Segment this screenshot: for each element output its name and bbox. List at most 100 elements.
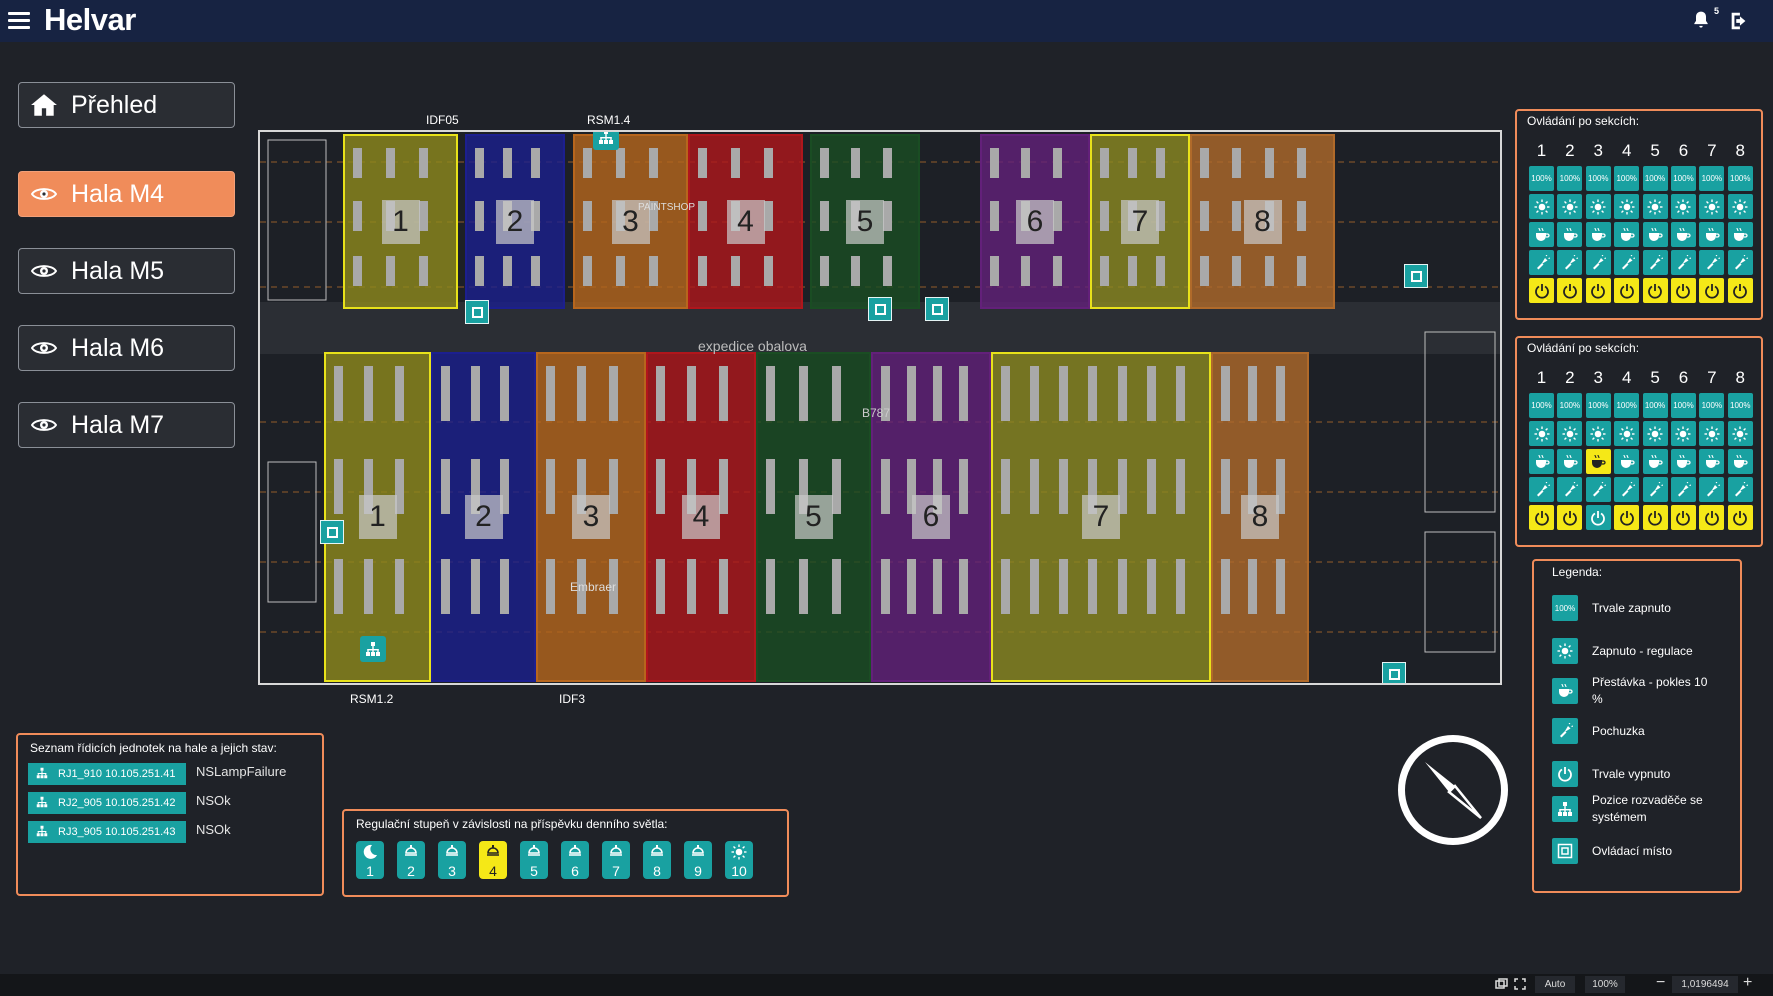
break-button-2[interactable] — [1557, 449, 1583, 474]
daylight-step-4[interactable]: 4 — [479, 841, 507, 879]
on-permanent-button-5[interactable]: 100% — [1642, 166, 1668, 191]
bottom-section-1[interactable]: 1 — [324, 352, 431, 682]
bottom-section-6[interactable]: 6 — [871, 352, 991, 682]
walk-button-8[interactable] — [1727, 477, 1753, 502]
top-section-4[interactable]: 4 — [688, 134, 803, 309]
break-button-4[interactable] — [1614, 222, 1640, 247]
break-button-2[interactable] — [1557, 222, 1583, 247]
regulation-button-6[interactable] — [1670, 194, 1696, 219]
regulation-button-8[interactable] — [1727, 194, 1753, 219]
break-button-8[interactable] — [1727, 222, 1753, 247]
break-button-7[interactable] — [1699, 222, 1725, 247]
walk-button-6[interactable] — [1670, 477, 1696, 502]
walk-button-8[interactable] — [1727, 250, 1753, 275]
hall-button-7[interactable]: Hala M7 — [18, 402, 235, 448]
regulation-button-8[interactable] — [1727, 421, 1753, 446]
notification-bell-icon[interactable]: 5 — [1691, 6, 1719, 32]
break-button-1[interactable] — [1529, 449, 1554, 474]
walk-button-5[interactable] — [1642, 477, 1668, 502]
regulation-button-3[interactable] — [1585, 421, 1611, 446]
top-section-1[interactable]: 1 — [343, 134, 458, 309]
bottom-section-2[interactable]: 2 — [431, 352, 536, 682]
walk-button-4[interactable] — [1614, 250, 1640, 275]
hall-button-5[interactable]: Hala M5 — [18, 248, 235, 294]
off-button-7[interactable] — [1699, 278, 1725, 303]
bottom-section-4[interactable]: 4 — [646, 352, 756, 682]
walk-button-3[interactable] — [1585, 477, 1611, 502]
break-button-6[interactable] — [1670, 449, 1696, 474]
control-point-icon[interactable] — [925, 297, 949, 321]
break-button-7[interactable] — [1699, 449, 1725, 474]
daylight-step-5[interactable]: 5 — [520, 841, 548, 879]
on-permanent-button-7[interactable]: 100% — [1699, 393, 1725, 418]
walk-button-2[interactable] — [1557, 250, 1583, 275]
off-button-3[interactable] — [1585, 505, 1611, 530]
window-icon[interactable] — [1495, 978, 1509, 993]
walk-button-1[interactable] — [1529, 250, 1554, 275]
bottom-section-8[interactable]: 8 — [1211, 352, 1309, 682]
break-button-4[interactable] — [1614, 449, 1640, 474]
off-button-1[interactable] — [1529, 278, 1554, 303]
zoom-level[interactable]: 100% — [1585, 976, 1625, 993]
on-permanent-button-2[interactable]: 100% — [1557, 166, 1583, 191]
regulation-button-7[interactable] — [1699, 421, 1725, 446]
daylight-step-1[interactable]: 1 — [356, 841, 384, 879]
on-permanent-button-1[interactable]: 100% — [1529, 166, 1554, 191]
regulation-button-2[interactable] — [1557, 421, 1583, 446]
walk-button-6[interactable] — [1670, 250, 1696, 275]
on-permanent-button-8[interactable]: 100% — [1727, 166, 1753, 191]
daylight-step-8[interactable]: 8 — [643, 841, 671, 879]
off-button-7[interactable] — [1699, 505, 1725, 530]
regulation-button-5[interactable] — [1642, 194, 1668, 219]
off-button-2[interactable] — [1557, 278, 1583, 303]
off-button-3[interactable] — [1585, 278, 1611, 303]
on-permanent-button-5[interactable]: 100% — [1642, 393, 1668, 418]
regulation-button-4[interactable] — [1614, 421, 1640, 446]
daylight-step-3[interactable]: 3 — [438, 841, 466, 879]
off-button-2[interactable] — [1557, 505, 1583, 530]
off-button-6[interactable] — [1670, 278, 1696, 303]
off-button-4[interactable] — [1614, 505, 1640, 530]
daylight-step-10[interactable]: 10 — [725, 841, 753, 879]
regulation-button-2[interactable] — [1557, 194, 1583, 219]
top-section-5[interactable]: 5 — [810, 134, 920, 309]
control-point-icon[interactable] — [1382, 662, 1406, 683]
regulation-button-6[interactable] — [1670, 421, 1696, 446]
zoom-in-icon[interactable]: + — [1743, 974, 1753, 991]
scale-value[interactable]: 1,0196494 — [1672, 976, 1738, 993]
distribution-icon[interactable] — [593, 132, 619, 150]
top-section-7[interactable]: 7 — [1090, 134, 1190, 309]
regulation-button-5[interactable] — [1642, 421, 1668, 446]
logout-icon[interactable] — [1727, 10, 1751, 32]
hall-button-4[interactable]: Hala M4 — [18, 171, 235, 217]
fullscreen-icon[interactable] — [1514, 978, 1526, 993]
control-point-icon[interactable] — [465, 300, 489, 324]
control-point-icon[interactable] — [868, 297, 892, 321]
off-button-4[interactable] — [1614, 278, 1640, 303]
on-permanent-button-1[interactable]: 100% — [1529, 393, 1554, 418]
zoom-mode-select[interactable]: Auto — [1535, 976, 1575, 993]
daylight-step-2[interactable]: 2 — [397, 841, 425, 879]
break-button-5[interactable] — [1642, 222, 1668, 247]
control-point-icon[interactable] — [1404, 264, 1428, 288]
off-button-6[interactable] — [1670, 505, 1696, 530]
unit-chip[interactable]: RJ1_910 10.105.251.41 — [28, 763, 186, 785]
unit-chip[interactable]: RJ3_905 10.105.251.43 — [28, 821, 186, 843]
break-button-3[interactable] — [1585, 222, 1611, 247]
break-button-5[interactable] — [1642, 449, 1668, 474]
hall-button-6[interactable]: Hala M6 — [18, 325, 235, 371]
walk-button-5[interactable] — [1642, 250, 1668, 275]
on-permanent-button-2[interactable]: 100% — [1557, 393, 1583, 418]
off-button-8[interactable] — [1727, 505, 1753, 530]
on-permanent-button-3[interactable]: 100% — [1585, 393, 1611, 418]
on-permanent-button-6[interactable]: 100% — [1670, 166, 1696, 191]
walk-button-4[interactable] — [1614, 477, 1640, 502]
walk-button-2[interactable] — [1557, 477, 1583, 502]
break-button-1[interactable] — [1529, 222, 1554, 247]
top-section-3[interactable]: 3 — [573, 134, 688, 309]
daylight-step-9[interactable]: 9 — [684, 841, 712, 879]
bottom-section-5[interactable]: 5 — [756, 352, 871, 682]
top-section-2[interactable]: 2 — [465, 134, 565, 309]
off-button-1[interactable] — [1529, 505, 1554, 530]
on-permanent-button-3[interactable]: 100% — [1585, 166, 1611, 191]
